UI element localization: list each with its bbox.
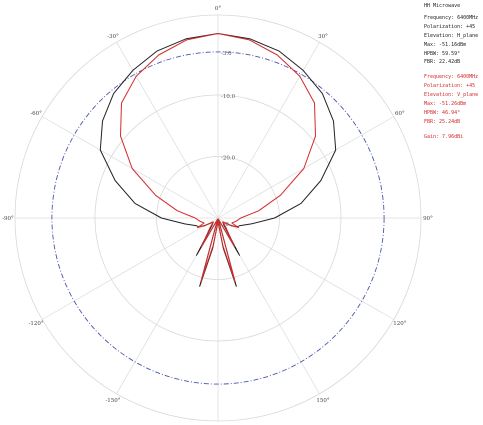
spoke-line <box>116 42 219 219</box>
legend-v-elevation: Elevation: V_plane <box>424 92 479 99</box>
legend-h-plane: Frequency: 6400MHz Polarization: +45 Ele… <box>424 14 482 67</box>
legend-v-polarization: Polarization: +45 <box>424 83 476 90</box>
reference-ring <box>51 51 385 385</box>
range-ring <box>156 156 280 280</box>
radial-tick-label: -20.0 <box>221 155 236 161</box>
legend-v-fbr: FBR: 25.24dB <box>424 118 461 125</box>
legend-h-max: Max: -51.16dBm <box>424 41 467 48</box>
range-ring <box>94 94 342 342</box>
spoke-line <box>217 217 394 320</box>
legend-h-elevation: Elevation: H_plane <box>424 32 479 39</box>
legend-h-fbr: FBR: 22.42dB <box>424 59 461 66</box>
legend-h-polarization: Polarization: +45 <box>424 23 476 30</box>
legend-v-hpbw: HPBW: 46.94° <box>424 109 461 116</box>
radial-tick-label: -3.0 <box>221 51 232 57</box>
angle-tick-label: 60° <box>395 111 405 117</box>
angle-tick-label: 0° <box>215 6 221 12</box>
spoke-line <box>217 116 394 219</box>
pattern-legend: HH Microwave Frequency: 6400MHz Polariza… <box>424 2 482 142</box>
series-v-plane <box>120 33 316 283</box>
legend-v-plane: Frequency: 6400MHz Polarization: +45 Ele… <box>424 73 482 126</box>
legend-h-hpbw: HPBW: 59.59° <box>424 50 461 57</box>
legend-v-max: Max: -51.26dBm <box>424 101 467 108</box>
angle-tick-label: -90° <box>2 216 14 222</box>
angle-tick-label: 90° <box>423 216 433 222</box>
legend-v-frequency: Frequency: 6400MHz <box>424 74 479 81</box>
spoke-line <box>217 42 320 219</box>
gain-value: Gain: 7.96dBi <box>424 133 464 140</box>
range-ring <box>14 14 422 422</box>
radial-tick-label: -10.0 <box>221 94 236 100</box>
legend-h-frequency: Frequency: 6400MHz <box>424 14 479 21</box>
spoke-line <box>42 217 219 320</box>
angle-tick-label: -60° <box>30 111 42 117</box>
angle-tick-label: 30° <box>318 34 328 40</box>
vendor-label: HH Microwave <box>424 3 461 9</box>
spoke-line <box>42 116 219 219</box>
angle-tick-label: 120° <box>393 321 406 327</box>
angle-tick-label: -120° <box>29 321 44 327</box>
angle-tick-label: -150° <box>105 398 120 404</box>
angle-tick-label: -30° <box>107 34 119 40</box>
angle-tick-label: 150° <box>316 398 329 404</box>
